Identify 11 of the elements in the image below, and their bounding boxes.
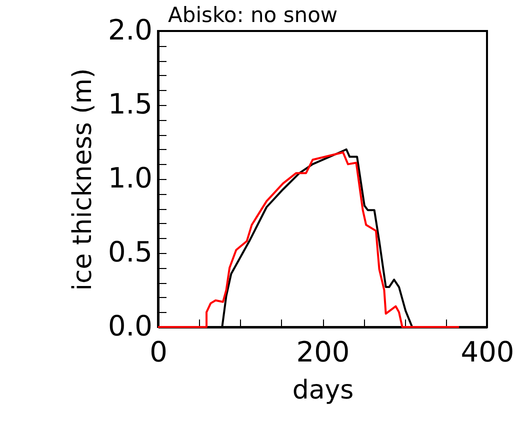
y-tick-label: 2.0 xyxy=(108,14,152,46)
y-tick-label: 1.5 xyxy=(108,88,152,120)
x-axis-title: days xyxy=(292,376,354,406)
y-tick-label: 1.0 xyxy=(108,162,152,194)
chart-title: Abisko: no snow xyxy=(168,3,338,27)
y-tick-label: 0.0 xyxy=(108,310,152,342)
x-tick-label: 0 xyxy=(150,336,168,368)
y-axis-title: ice thickness (m) xyxy=(68,68,98,291)
x-tick-label: 400 xyxy=(460,336,514,368)
x-tick-label: 200 xyxy=(296,336,350,368)
y-tick-label: 0.5 xyxy=(108,236,152,268)
